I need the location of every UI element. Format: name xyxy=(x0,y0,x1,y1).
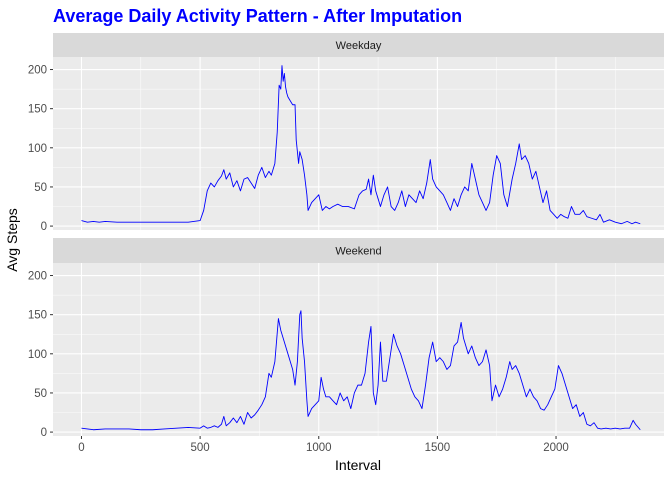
plot-panel-weekday xyxy=(53,57,664,230)
y-tick-label: 0 xyxy=(41,427,47,439)
series-line-weekday xyxy=(81,65,641,225)
plot-panel-weekend xyxy=(53,263,664,436)
panel-weekend: Weekend 0 50 100 150 200 xyxy=(28,238,664,439)
y-tick-label: 200 xyxy=(28,271,47,283)
x-tick-label: 500 xyxy=(191,442,210,454)
y-tick-label: 100 xyxy=(28,143,47,155)
y-tick-label: 0 xyxy=(41,221,47,233)
x-tick-label: 2000 xyxy=(543,442,569,454)
x-tick-label: 1500 xyxy=(425,442,451,454)
x-tick-label: 0 xyxy=(78,442,84,454)
y-tick-label: 100 xyxy=(28,349,47,361)
facet-strip-weekday xyxy=(53,33,664,57)
y-tick-label: 50 xyxy=(34,182,47,194)
chart-title: Average Daily Activity Pattern - After I… xyxy=(53,6,462,26)
x-tick-label: 1000 xyxy=(306,442,332,454)
y-axis-label: Avg Steps xyxy=(4,208,20,272)
y-tick-label: 200 xyxy=(28,65,47,77)
y-tick-label: 150 xyxy=(28,104,47,116)
facet-strip-label-weekend: Weekend xyxy=(335,246,381,258)
facet-strip-weekend xyxy=(53,238,664,263)
series-line-weekend xyxy=(81,310,641,431)
y-tick-label: 150 xyxy=(28,310,47,322)
panel-weekday: Weekday 0 50 100 150 200 xyxy=(28,33,664,233)
facet-strip-label-weekday: Weekday xyxy=(336,40,382,52)
y-tick-label: 50 xyxy=(34,388,47,400)
x-axis-label: Interval xyxy=(335,457,381,473)
